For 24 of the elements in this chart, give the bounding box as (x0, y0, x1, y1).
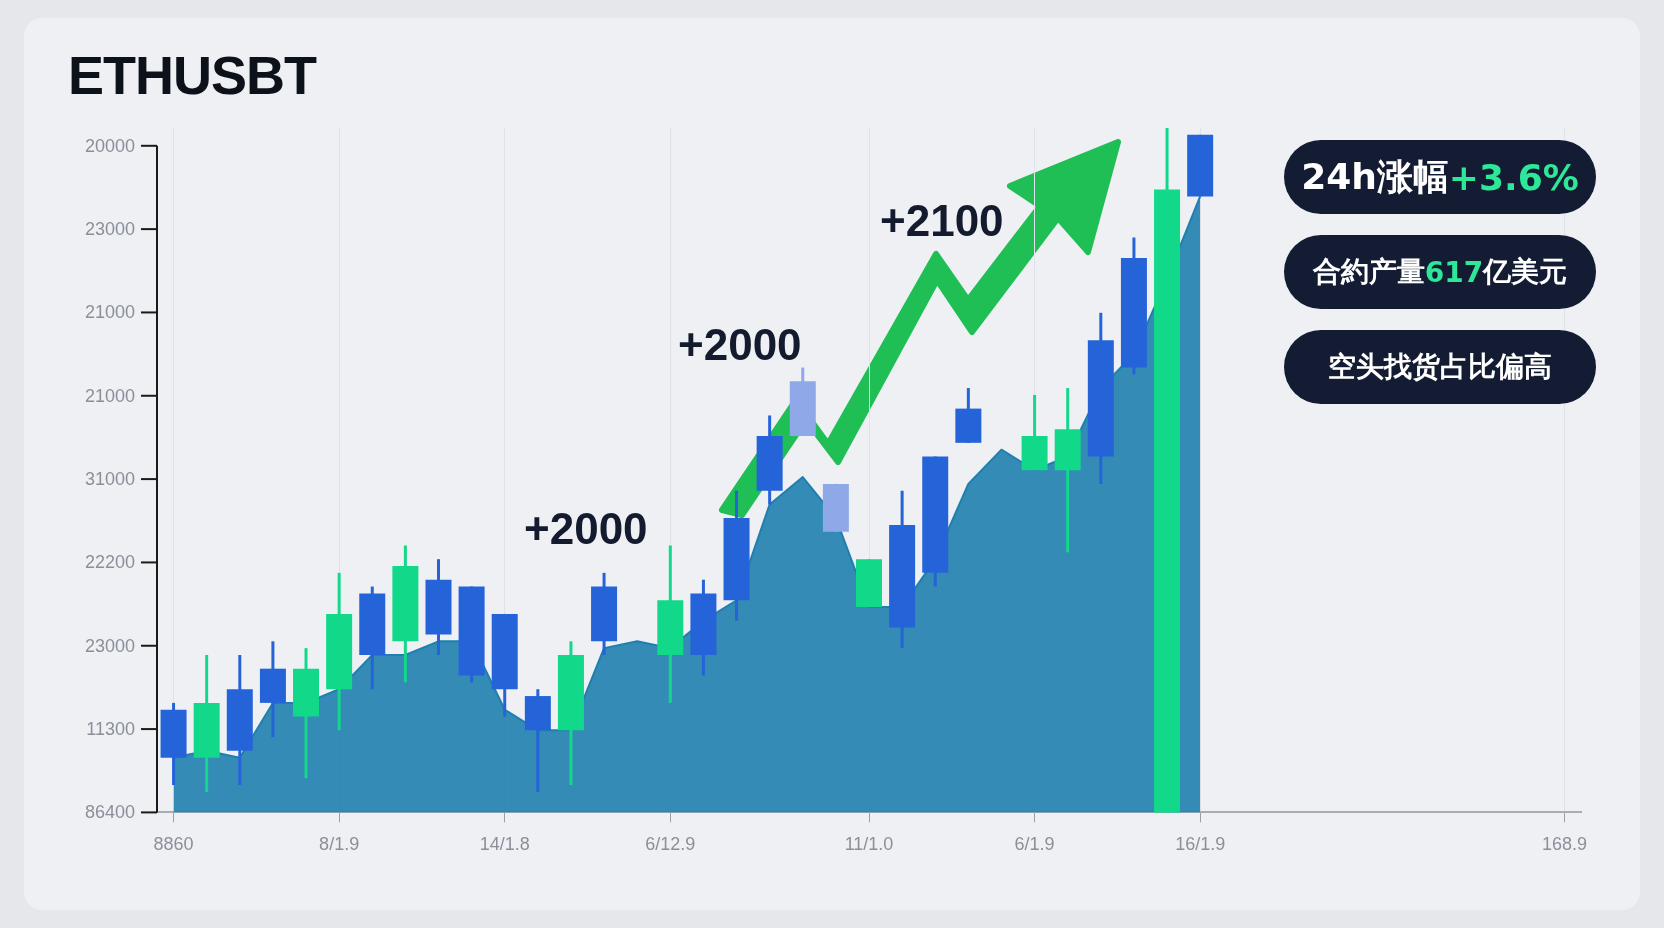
text: 20000 (83, 135, 135, 157)
annotation: +2100 (880, 196, 1004, 246)
x-tick-label: 6/12.9 (645, 834, 696, 855)
text: 86400 (83, 801, 135, 823)
text: 21000 (83, 301, 135, 323)
chart-title: ETHUSBT (68, 44, 316, 106)
annotation: 空头找货占比偏高 (1284, 330, 1596, 404)
x-tick-label: 16/1.9 (1175, 834, 1226, 855)
x-tick-label: 8/1.9 (319, 834, 360, 855)
annotation: 合約产量617亿美元 (1284, 235, 1596, 309)
text: 23000 (83, 635, 135, 657)
annotation: 24h涨幅+3.6% (1284, 140, 1596, 214)
text: 11300 (85, 718, 135, 740)
x-tick-label: 6/1.9 (1014, 834, 1055, 855)
x-tick-label: 11/1.0 (844, 834, 894, 855)
text: 21000 (83, 385, 135, 407)
x-tick-label: 14/1.8 (479, 834, 530, 855)
annotation: +2000 (678, 320, 802, 370)
text: 23000 (83, 218, 135, 240)
x-tick-label: 168.9 (1541, 834, 1587, 855)
x-tick-label: 8860 (153, 834, 194, 855)
text: 31000 (83, 468, 135, 490)
text: 22200 (83, 551, 135, 573)
annotation: +2000 (524, 504, 648, 554)
